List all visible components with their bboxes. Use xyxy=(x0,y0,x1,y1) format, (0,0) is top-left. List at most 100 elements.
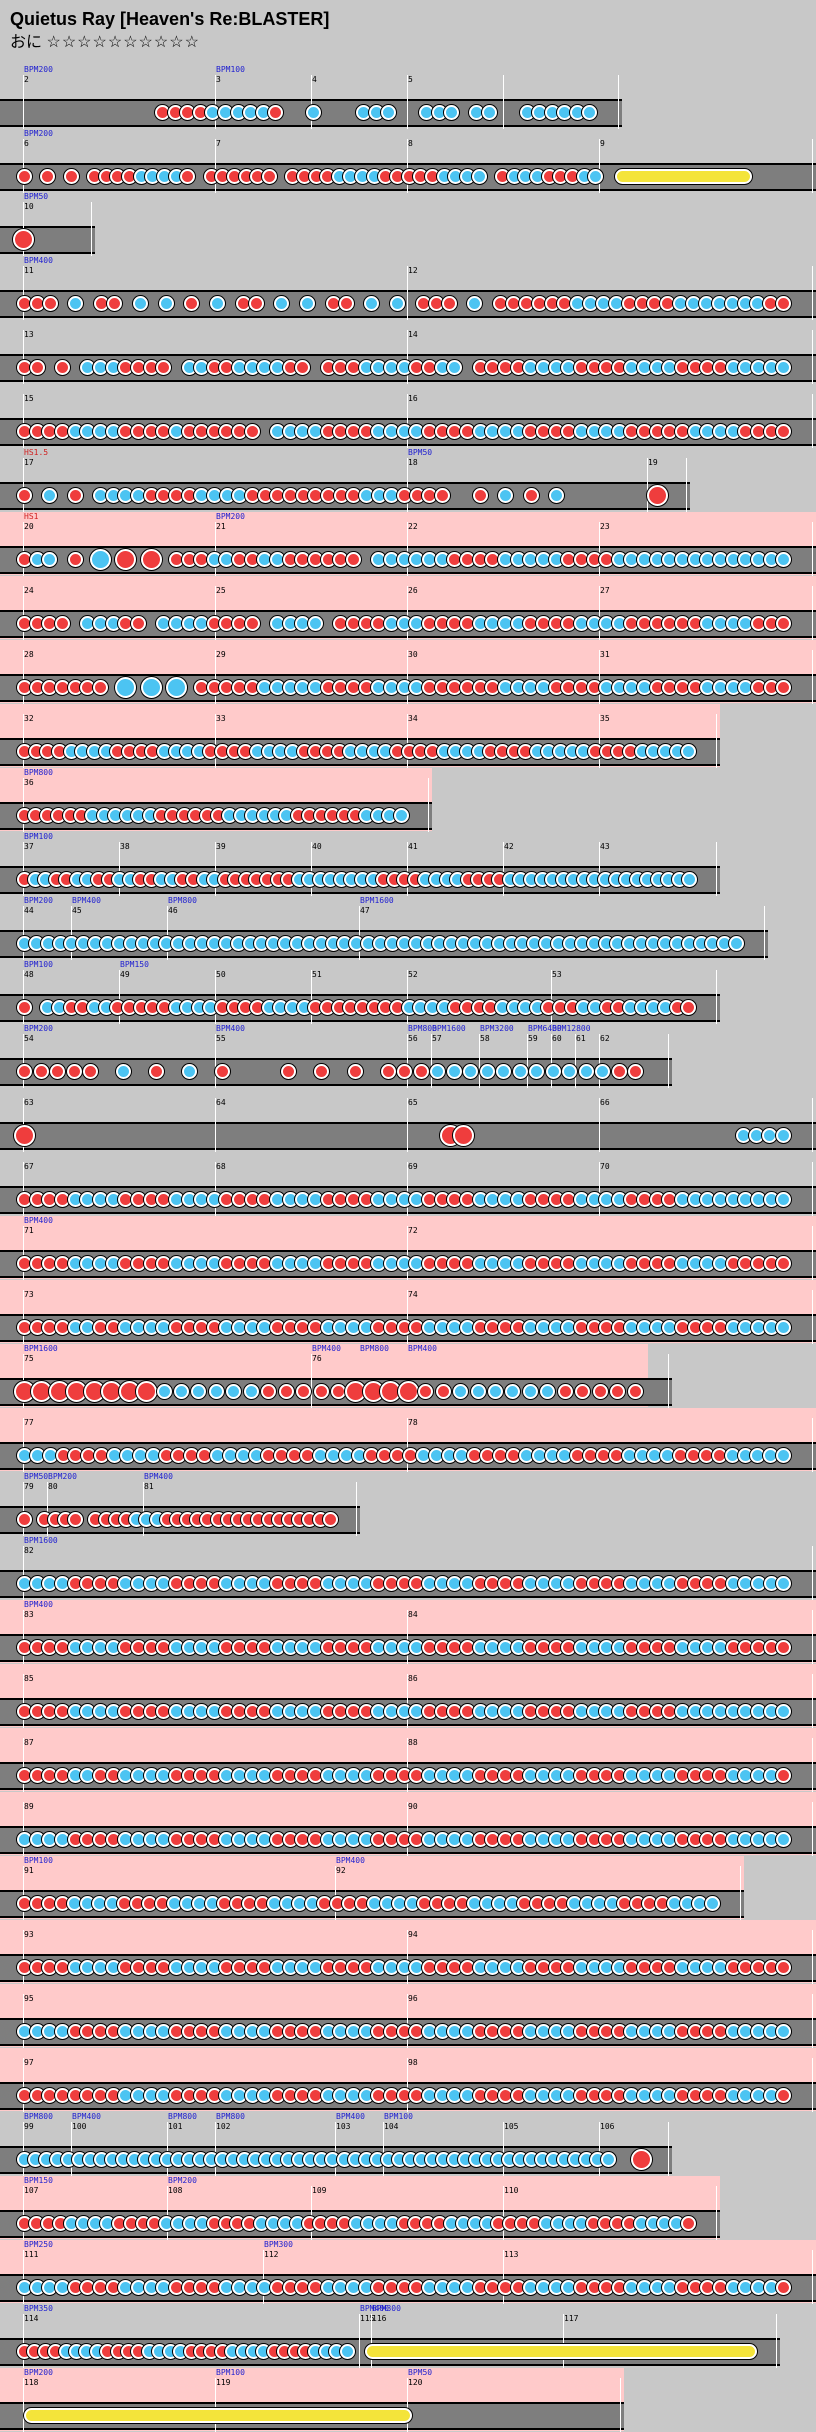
don-note xyxy=(180,169,196,184)
don-note xyxy=(184,296,200,311)
bpm-change-label: BPM400 xyxy=(336,1856,365,1865)
chart-row: 85 86 xyxy=(0,1664,816,1728)
don-note xyxy=(244,424,260,439)
bar-line-end xyxy=(812,1610,813,1664)
don-note xyxy=(473,488,488,503)
bar-number: 77 xyxy=(24,1418,34,1427)
don-note xyxy=(627,1384,643,1399)
bar-line xyxy=(599,586,600,640)
don-note xyxy=(244,616,260,631)
bar-number: 56 xyxy=(408,1034,418,1043)
bar-number: 100 xyxy=(72,2122,87,2131)
bar-number: 74 xyxy=(408,1290,418,1299)
bar-line xyxy=(407,139,408,193)
bar-number: 101 xyxy=(168,2122,183,2131)
bar-line-end xyxy=(812,586,813,640)
don-note xyxy=(397,1064,413,1079)
don-note xyxy=(130,616,146,631)
bpm-change-label: BPM1600 xyxy=(24,1344,58,1353)
don-note xyxy=(40,169,56,184)
bar-line xyxy=(215,75,216,129)
bar-number: 38 xyxy=(120,842,130,851)
chart-row: 93 94 xyxy=(0,1920,816,1984)
bpm-change-label: BPM400 xyxy=(144,1472,173,1481)
bar-number: 49 xyxy=(120,970,130,979)
bar-number: 83 xyxy=(24,1610,34,1619)
bar-line-end xyxy=(620,2378,621,2432)
ka-note xyxy=(588,169,604,184)
bar-number: 106 xyxy=(600,2122,615,2131)
ka-note xyxy=(390,296,406,311)
bar-line xyxy=(215,586,216,640)
bar-number: 42 xyxy=(504,842,514,851)
bar-number: 92 xyxy=(336,1866,346,1875)
ka-note xyxy=(498,488,514,503)
bpm-change-label: BPM100 xyxy=(24,832,53,841)
bar-line-end xyxy=(618,75,619,129)
bar-number: 72 xyxy=(408,1226,418,1235)
don-note xyxy=(557,1384,573,1399)
ka-note xyxy=(444,105,460,120)
ka-note xyxy=(274,296,290,311)
ka-note xyxy=(68,296,84,311)
bar-line xyxy=(407,458,408,512)
chart-row: 87 88 xyxy=(0,1728,816,1792)
ka-note xyxy=(704,1896,720,1911)
bar-line-end xyxy=(812,1994,813,2048)
ka-note xyxy=(308,616,324,631)
bar-number: 26 xyxy=(408,586,418,595)
bpm-change-label: BPM3200 xyxy=(480,1024,514,1033)
bpm-change-label: BPM100 xyxy=(216,2368,245,2377)
bar-number: 57 xyxy=(432,1034,442,1043)
bar-line xyxy=(23,266,24,320)
bpm-change-label: BPM100 xyxy=(216,65,245,74)
bar-line-end xyxy=(716,714,717,768)
big-don-note xyxy=(630,2149,652,2170)
bpm-change-label: BPM800 xyxy=(216,2112,245,2121)
difficulty-line: おに ☆☆☆☆☆☆☆☆☆☆ xyxy=(10,32,329,54)
ka-note xyxy=(578,1064,594,1079)
bar-line xyxy=(407,330,408,384)
bpm-change-label: BPM400 xyxy=(24,1600,53,1609)
chart-row: 89 90 xyxy=(0,1792,816,1856)
bar-line-end xyxy=(716,2186,717,2240)
bar-number: 40 xyxy=(312,842,322,851)
chart-row: 97 98 xyxy=(0,2048,816,2112)
bpm-change-label: BPM1600 xyxy=(24,1536,58,1545)
don-note xyxy=(17,169,32,184)
bar-number: 63 xyxy=(24,1098,34,1107)
bar-number: 22 xyxy=(408,522,418,531)
bpm-change-label: BPM400 xyxy=(24,1216,53,1225)
big-don-note xyxy=(136,1381,158,1402)
ka-note xyxy=(381,105,397,120)
bar-line xyxy=(215,139,216,193)
bar-number: 20 xyxy=(24,522,34,531)
note-lane xyxy=(0,1122,816,1150)
bar-number: 45 xyxy=(72,906,82,915)
bar-line xyxy=(23,75,24,129)
bar-number: 50 xyxy=(216,970,226,979)
bpm-change-label: BPM300 xyxy=(372,2304,401,2313)
bar-number: 95 xyxy=(24,1994,34,2003)
bar-number: 11 xyxy=(24,266,34,275)
bar-number: 34 xyxy=(408,714,418,723)
bar-line-end xyxy=(812,394,813,448)
bar-line-end xyxy=(812,2250,813,2304)
big-ka-note xyxy=(165,677,187,698)
bar-number: 104 xyxy=(384,2122,399,2131)
chart-row: 71 72 BPM400 xyxy=(0,1216,816,1280)
don-note xyxy=(92,680,108,695)
ka-note xyxy=(512,1064,528,1079)
don-note xyxy=(54,360,70,375)
bar-number: 114 xyxy=(24,2314,39,2323)
ka-note xyxy=(775,1128,791,1143)
bpm-change-label: BPM100 xyxy=(384,2112,413,2121)
bar-number: 15 xyxy=(24,394,34,403)
bar-line xyxy=(599,522,600,576)
bar-number: 8 xyxy=(408,139,413,148)
ka-note xyxy=(600,2152,616,2167)
chart-row: 107 108 109 110 BPM150 BPM200 xyxy=(0,2176,720,2240)
bar-line xyxy=(599,650,600,704)
bar-number: 116 xyxy=(372,2314,387,2323)
chart-row: 118 119 120 BPM200 BPM100 BPM50 xyxy=(0,2368,624,2432)
